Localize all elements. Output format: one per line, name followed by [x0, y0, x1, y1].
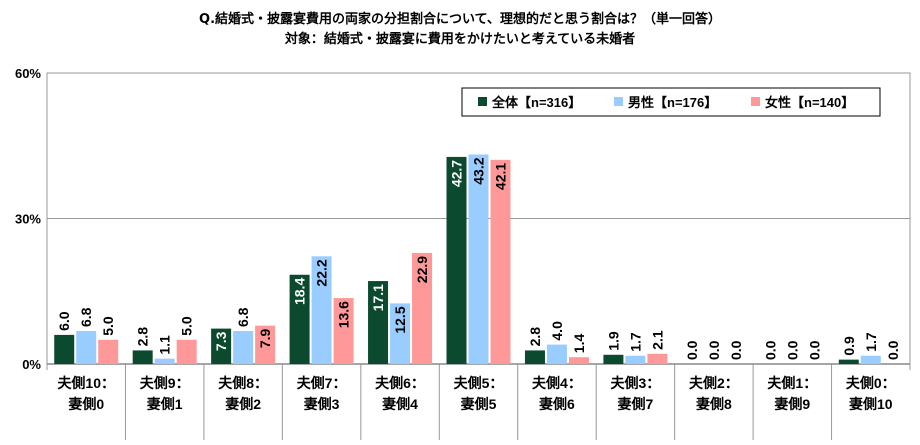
data-label: 0.0 — [806, 340, 822, 360]
data-label: 22.9 — [414, 256, 430, 283]
legend-swatch — [614, 97, 623, 106]
data-label: 0.0 — [885, 340, 901, 360]
x-tick-label: 夫側5： — [454, 375, 504, 391]
bar-female — [490, 159, 511, 364]
bar-total — [838, 359, 859, 364]
data-label: 1.7 — [863, 332, 879, 352]
data-label: 0.0 — [784, 340, 800, 360]
data-label: 42.1 — [493, 163, 509, 190]
y-tick-label: 0% — [22, 357, 41, 372]
chart-subtitle: 対象：結婚式・披露宴に費用をかけたいと考えている未婚者 — [284, 32, 636, 47]
data-label: 0.0 — [684, 340, 700, 360]
data-label: 1.1 — [157, 335, 173, 355]
x-tick-label: 妻側1 — [147, 396, 183, 412]
bar-male — [154, 358, 175, 364]
data-label: 7.3 — [213, 331, 229, 351]
bar-male — [311, 256, 332, 364]
data-label: 5.0 — [100, 316, 116, 336]
data-label: 43.2 — [471, 157, 487, 184]
data-label: 13.6 — [336, 301, 352, 328]
bar-male — [860, 355, 881, 364]
bar-total — [211, 328, 232, 364]
x-tick-label: 妻側3 — [304, 396, 340, 412]
data-label: 0.9 — [841, 336, 857, 356]
data-label: 0.0 — [762, 340, 778, 360]
bar-female — [98, 339, 119, 364]
data-label: 7.9 — [257, 328, 273, 348]
bar-total — [289, 274, 310, 364]
legend-label: 女性【n=140】 — [765, 95, 854, 110]
chart-title: Q.結婚式・披露宴費用の両家の分担割合について、理想的だと思う割合は？（単一回答… — [199, 12, 721, 27]
x-tick-label: 夫側1： — [767, 375, 817, 391]
bar-female — [647, 353, 668, 364]
bar-male — [625, 355, 646, 364]
x-tick-label: 妻側8 — [696, 396, 732, 412]
x-tick-label: 夫側3： — [611, 375, 661, 391]
x-tick-label: 妻側6 — [539, 396, 575, 412]
data-label: 42.7 — [449, 160, 465, 187]
bar-female — [568, 357, 589, 364]
data-label: 0.0 — [728, 340, 744, 360]
data-label: 6.0 — [56, 311, 72, 331]
bar-female — [176, 339, 197, 364]
x-tick-label: 妻側2 — [225, 396, 261, 412]
data-label: 18.4 — [292, 278, 308, 305]
x-tick-label: 夫側8： — [218, 375, 268, 391]
legend-swatch — [751, 97, 760, 106]
data-label: 1.7 — [627, 332, 643, 352]
bar-male — [233, 331, 254, 364]
bar-male — [390, 303, 411, 364]
bar-female — [333, 298, 354, 364]
data-label: 6.8 — [78, 307, 94, 327]
bar-total — [446, 156, 467, 364]
legend-box — [461, 87, 881, 117]
bar-total — [603, 354, 624, 364]
bar-total — [54, 334, 75, 364]
legend-label: 男性【n=176】 — [628, 95, 717, 110]
x-tick-label: 夫側2： — [689, 375, 739, 391]
data-label: 2.8 — [527, 327, 543, 347]
y-tick-label: 60% — [15, 66, 41, 81]
data-label: 6.8 — [235, 307, 251, 327]
bar-male — [468, 154, 489, 364]
data-label: 17.1 — [370, 284, 386, 311]
x-tick-label: 妻側7 — [618, 396, 654, 412]
legend-label: 全体【n=316】 — [491, 95, 581, 110]
x-tick-label: 夫側10： — [57, 375, 115, 391]
x-tick-label: 妻側4 — [382, 396, 418, 412]
x-tick-label: 妻側10 — [849, 396, 893, 412]
data-label: 5.0 — [179, 316, 195, 336]
x-tick-label: 妻側0 — [68, 396, 104, 412]
bar-female — [412, 252, 433, 364]
bar-male — [76, 331, 97, 364]
data-label: 1.9 — [605, 331, 621, 351]
legend: 全体【n=316】 男性【n=176】 女性【n=140】 — [461, 87, 881, 117]
data-label: 4.0 — [549, 321, 565, 341]
x-tick-label: 夫側0： — [846, 375, 896, 391]
bar-total — [524, 350, 545, 364]
data-label: 1.4 — [571, 334, 587, 354]
bar-male — [546, 344, 567, 364]
bar-total — [132, 350, 153, 364]
data-label: 2.1 — [649, 330, 665, 350]
data-label: 2.8 — [135, 327, 151, 347]
bar-female — [255, 325, 276, 364]
x-tick-label: 夫側6： — [375, 375, 425, 391]
legend-swatch — [478, 97, 487, 106]
x-tick-label: 夫側4： — [532, 375, 582, 391]
y-tick-label: 30% — [15, 212, 41, 227]
x-tick-label: 妻側5 — [461, 396, 497, 412]
x-tick-label: 夫側7： — [297, 375, 347, 391]
x-tick-label: 夫側9： — [140, 375, 190, 391]
data-label: 12.5 — [392, 306, 408, 333]
data-label: 0.0 — [706, 340, 722, 360]
data-label: 22.2 — [314, 259, 330, 286]
bar-total — [368, 281, 389, 364]
x-tick-label: 妻側9 — [774, 396, 810, 412]
